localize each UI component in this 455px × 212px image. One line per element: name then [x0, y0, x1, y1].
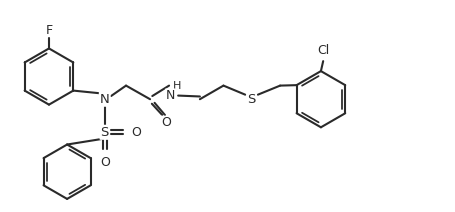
Text: S: S [247, 93, 255, 106]
Text: S: S [100, 126, 109, 139]
Text: F: F [46, 24, 52, 37]
Text: O: O [161, 116, 171, 129]
Text: O: O [131, 126, 141, 139]
Text: N: N [100, 93, 109, 106]
Text: H: H [172, 81, 181, 91]
Text: N: N [165, 89, 175, 102]
Text: Cl: Cl [316, 44, 329, 57]
Text: O: O [100, 156, 109, 169]
